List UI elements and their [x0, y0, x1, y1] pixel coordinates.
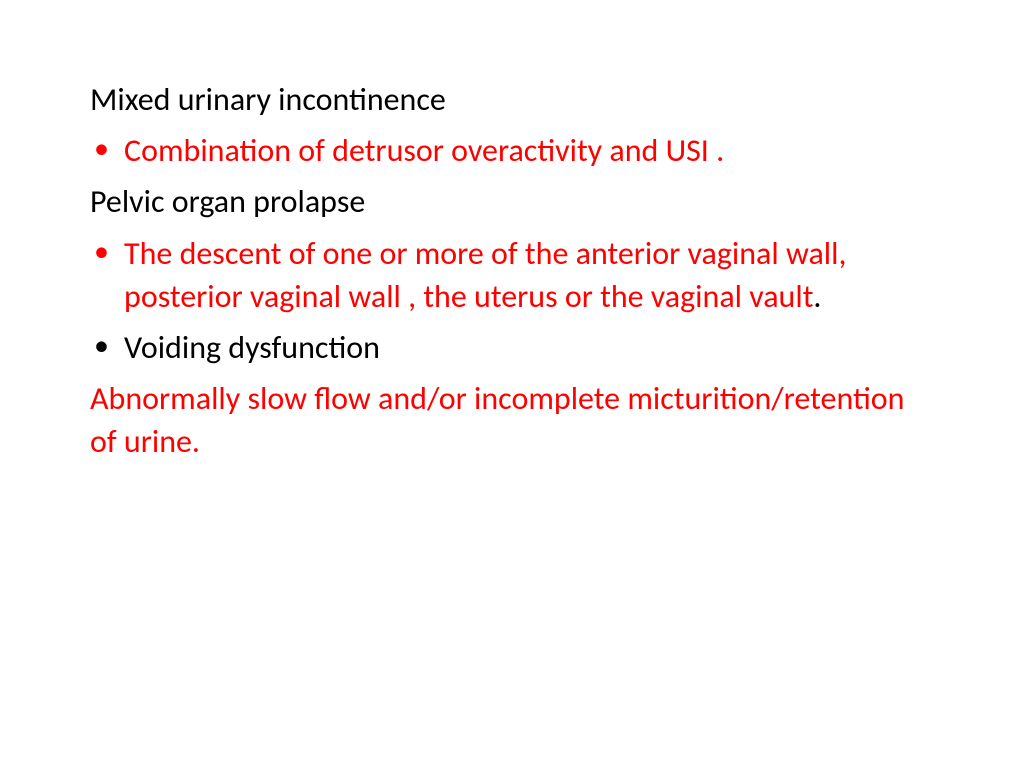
bullet-combination: Combination of detrusor overactivity and… [90, 129, 934, 172]
bullet-text: The descent of one or more of the anteri… [124, 234, 846, 316]
heading-pelvic-prolapse: Pelvic organ prolapse [90, 180, 934, 223]
bullet-voiding-dysfunction: Voiding dysfunction [90, 326, 934, 369]
bullet-descent: The descent of one or more of the anteri… [90, 232, 934, 318]
heading-mixed-urinary: Mixed urinary incontinence [90, 78, 934, 121]
slide: Mixed urinary incontinence Combination o… [0, 0, 1024, 768]
bullet-text: Combination of detrusor overactivity and… [124, 131, 724, 170]
closing-text: Abnormally slow flow and/or incomplete m… [90, 377, 934, 463]
bullet-text: Voiding dysfunction [124, 328, 380, 367]
trailing-period: . [813, 277, 821, 316]
